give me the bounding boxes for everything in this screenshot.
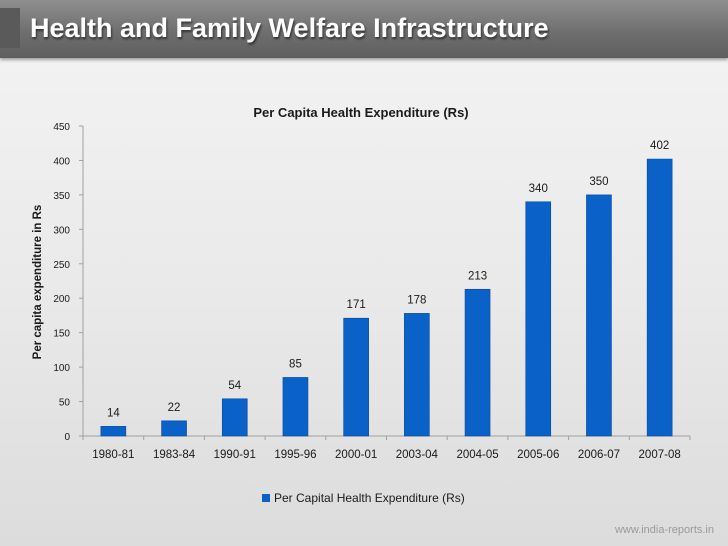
bar-1980-81 bbox=[100, 426, 127, 437]
chart-bars: 14 22 54 85 171 178 213 340 350 402 bbox=[100, 140, 673, 437]
legend-swatch bbox=[262, 494, 270, 502]
x-tick-label-1983-84: 1983-84 bbox=[153, 449, 196, 461]
bar-1995-96 bbox=[282, 377, 309, 437]
y-tick-label: 350 bbox=[53, 191, 70, 202]
y-tick-label: 300 bbox=[53, 225, 70, 236]
x-tick-label-1980-81: 1980-81 bbox=[92, 449, 134, 461]
bar-1990-91 bbox=[221, 398, 248, 437]
bar-2005-06 bbox=[525, 201, 552, 437]
value-label-2004-05: 213 bbox=[468, 270, 487, 282]
y-axis-label: Per capita expenditure in Rs bbox=[32, 205, 44, 360]
x-tick-label-2000-01: 2000-01 bbox=[335, 449, 377, 461]
bar-2003-04 bbox=[404, 313, 430, 437]
value-label-1983-84: 22 bbox=[168, 402, 181, 414]
bar-2007-08 bbox=[646, 158, 673, 437]
chart-axes: 0 50 100 150 200 250 300 350 400 450 1980-81 1983-8… bbox=[53, 122, 691, 461]
y-tick-label: 100 bbox=[53, 363, 70, 374]
legend-label: Per Capital Health Expenditure (Rs) bbox=[274, 491, 465, 505]
value-label-2005-06: 340 bbox=[529, 183, 548, 195]
bar-2000-01 bbox=[343, 317, 369, 437]
y-tick-label: 150 bbox=[53, 329, 70, 340]
bar-2006-07 bbox=[586, 194, 612, 437]
chart-title: Per Capita Health Expenditure (Rs) bbox=[253, 105, 468, 120]
value-label-1995-96: 85 bbox=[289, 358, 302, 370]
chart-legend: Per Capital Health Expenditure (Rs) bbox=[262, 491, 465, 505]
x-tick-label-1990-91: 1990-91 bbox=[214, 449, 256, 461]
value-label-2000-01: 171 bbox=[347, 299, 366, 311]
x-tick-label-2004-05: 2004-05 bbox=[456, 449, 498, 461]
y-tick-label: 450 bbox=[53, 122, 70, 133]
bar-1983-84 bbox=[161, 420, 187, 437]
y-tick-label: 250 bbox=[53, 260, 70, 271]
y-tick-label: 0 bbox=[64, 432, 70, 443]
x-tick-label-1995-96: 1995-96 bbox=[274, 449, 316, 461]
footer-website: www.india-reports.in bbox=[614, 524, 714, 536]
title-bar bbox=[0, 0, 728, 58]
value-label-1990-91: 54 bbox=[228, 380, 241, 392]
title-bar-accent bbox=[0, 8, 20, 48]
y-tick-label: 400 bbox=[53, 156, 70, 167]
x-tick-label-2005-06: 2005-06 bbox=[517, 449, 559, 461]
y-tick-label: 50 bbox=[59, 398, 71, 409]
value-label-2003-04: 178 bbox=[407, 294, 426, 306]
x-tick-label-2003-04: 2003-04 bbox=[396, 449, 439, 461]
slide-title: Health and Family Welfare Infrastructure bbox=[30, 13, 549, 43]
x-tick-label-2007-08: 2007-08 bbox=[639, 449, 681, 461]
y-tick-label: 200 bbox=[53, 294, 70, 305]
value-label-2007-08: 402 bbox=[650, 140, 669, 152]
value-label-2006-07: 350 bbox=[589, 176, 608, 188]
x-tick-label-2006-07: 2006-07 bbox=[578, 449, 620, 461]
bar-2004-05 bbox=[464, 288, 491, 437]
value-label-1980-81: 14 bbox=[107, 407, 120, 419]
